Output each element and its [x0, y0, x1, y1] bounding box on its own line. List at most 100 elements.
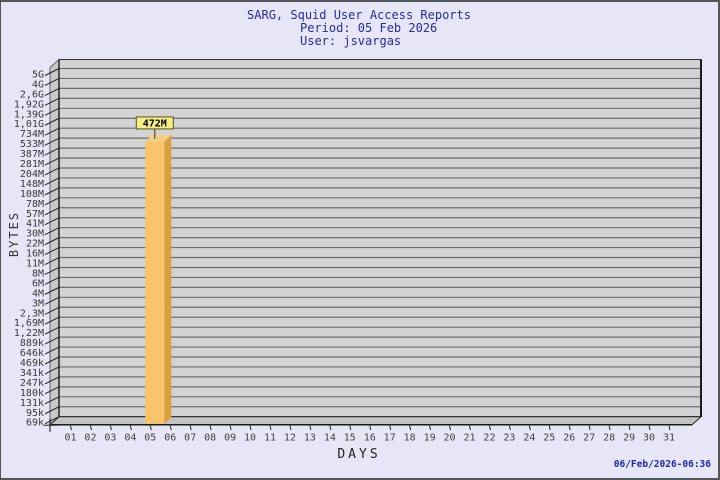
x-tick	[349, 425, 352, 431]
x-tick-label: 07	[184, 433, 196, 444]
bar-value-label: 472M	[143, 118, 167, 129]
x-tick	[588, 425, 591, 431]
y-tick-label: 204M	[20, 169, 44, 180]
x-tick	[289, 425, 292, 431]
x-tick	[668, 425, 671, 431]
x-tick	[389, 425, 392, 431]
x-tick-label: 01	[64, 433, 76, 444]
x-tick-label: 06	[164, 433, 176, 444]
x-tick-label: 16	[364, 433, 376, 444]
plot-left-wall	[49, 58, 60, 426]
x-tick-label: 08	[204, 433, 216, 444]
y-tick	[44, 267, 60, 275]
x-tick-label: 15	[344, 433, 356, 444]
x-tick-label: 09	[224, 433, 236, 444]
y-tick-label: 180k	[20, 388, 44, 399]
y-tick-label: 469k	[20, 358, 44, 369]
y-tick	[44, 296, 60, 305]
x-tick	[149, 425, 152, 431]
y-tick	[44, 276, 60, 285]
y-tick-label: 95k	[26, 408, 44, 419]
y-tick-label: 889k	[20, 338, 44, 349]
y-tick	[44, 306, 60, 315]
y-tick-label: 8M	[32, 268, 44, 279]
y-tick	[44, 247, 60, 256]
y-tick-label: 78M	[26, 199, 44, 210]
y-tick	[44, 376, 60, 385]
y-tick-label: 22M	[26, 239, 44, 250]
x-tick	[469, 425, 471, 431]
y-tick-label: 131k	[20, 398, 44, 409]
x-tick-label: 26	[563, 433, 575, 444]
x-tick-label: 05	[144, 433, 156, 444]
y-tick-label: 533M	[20, 139, 44, 150]
x-tick	[169, 425, 172, 431]
y-tick	[44, 366, 60, 375]
y-tick-label: 108M	[20, 189, 44, 200]
y-tick-label: 16M	[26, 249, 44, 260]
y-tick	[44, 157, 60, 166]
y-tick	[44, 177, 60, 186]
bar-top-face	[145, 134, 172, 142]
chart-period: Period: 05 Feb 2026	[300, 21, 438, 35]
x-tick	[89, 425, 92, 431]
x-tick-label: 11	[264, 433, 276, 444]
y-tick-label: 1,69M	[14, 318, 44, 329]
y-tick	[44, 68, 60, 76]
y-tick	[44, 406, 60, 415]
x-tick	[249, 425, 252, 431]
x-tick	[409, 425, 412, 431]
chart-user: User: jsvargas	[300, 34, 402, 48]
y-tick	[44, 356, 60, 365]
y-tick-label: 2,3M	[20, 308, 44, 319]
y-tick	[44, 167, 60, 176]
x-tick	[648, 425, 651, 431]
y-tick	[44, 197, 60, 206]
x-tick	[488, 425, 491, 431]
x-tick-label: 31	[663, 433, 675, 444]
x-tick	[369, 425, 372, 431]
y-tick-label: 1,39G	[14, 109, 44, 120]
x-tick-label: 27	[583, 433, 595, 444]
y-tick-label: 1,01G	[14, 119, 44, 130]
y-tick	[44, 97, 60, 106]
y-tick	[44, 147, 60, 156]
y-tick-label: 69k	[26, 418, 44, 429]
x-tick-label: 19	[424, 433, 436, 444]
y-tick	[44, 346, 60, 355]
y-tick	[44, 207, 60, 216]
x-tick-label: 21	[463, 433, 475, 444]
x-tick	[189, 425, 192, 431]
y-tick-label: 5G	[32, 70, 44, 81]
x-tick	[429, 425, 432, 431]
y-tick	[44, 117, 60, 126]
y-tick-label: 11M	[26, 259, 44, 270]
y-tick-label: 281M	[20, 159, 44, 170]
y-tick	[44, 78, 60, 86]
bar-value-box	[135, 116, 174, 130]
x-tick	[70, 425, 72, 431]
y-tick-label: 4M	[32, 288, 44, 299]
x-tick-label: 23	[503, 433, 515, 444]
x-tick	[548, 425, 551, 431]
x-tick	[309, 425, 312, 431]
y-tick	[44, 107, 60, 116]
x-tick	[628, 425, 631, 431]
x-tick-label: 29	[623, 433, 635, 444]
x-tick-label: 04	[124, 433, 136, 444]
x-tick	[269, 425, 272, 431]
x-tick-label: 25	[543, 433, 555, 444]
x-tick	[568, 425, 571, 431]
y-tick-label: 734M	[20, 129, 44, 140]
y-tick	[44, 326, 60, 335]
y-tick	[44, 386, 60, 395]
x-tick-label: 18	[404, 433, 416, 444]
y-tick	[44, 127, 60, 136]
chart-title: SARG, Squid User Access Reports	[247, 8, 471, 22]
x-tick	[229, 425, 232, 431]
y-tick-label: 4G	[32, 79, 44, 90]
y-tick-label: 1,92G	[14, 99, 44, 110]
y-tick	[44, 217, 60, 226]
